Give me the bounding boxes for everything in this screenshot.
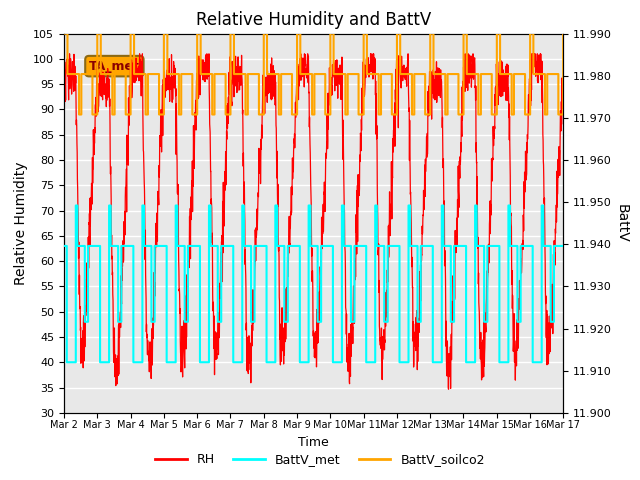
Y-axis label: Relative Humidity: Relative Humidity [13,161,28,285]
Title: Relative Humidity and BattV: Relative Humidity and BattV [196,11,431,29]
Legend: RH, BattV_met, BattV_soilco2: RH, BattV_met, BattV_soilco2 [150,448,490,471]
Y-axis label: BattV: BattV [614,204,628,242]
X-axis label: Time: Time [298,436,329,449]
Text: TA_met: TA_met [89,60,140,72]
